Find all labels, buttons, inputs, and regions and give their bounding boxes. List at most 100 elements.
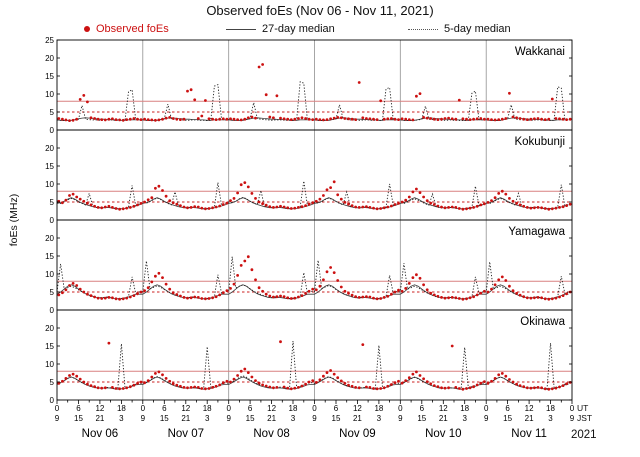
x-tick-label-jst: 9 (226, 414, 231, 423)
x-tick-label-ut: 12 (439, 404, 448, 413)
y-tick-label: 5 (50, 108, 55, 117)
median5-line (56, 340, 569, 390)
ut-axis-label: UT (577, 403, 589, 413)
observed-series (57, 180, 572, 211)
x-tick-label-ut: 12 (353, 404, 362, 413)
y-tick-label: 5 (50, 288, 55, 297)
legend-label-5day-median: 5-day median (444, 23, 511, 35)
x-tick-label-jst: 21 (525, 414, 534, 423)
x-tick-label-jst: 3 (205, 414, 210, 423)
legend-label-observed: Observed foEs (96, 23, 169, 35)
x-tick-label-jst: 3 (377, 414, 382, 423)
median5-line (56, 256, 569, 300)
x-tick-label-jst: 21 (353, 414, 362, 423)
y-tick-label: 10 (45, 90, 54, 99)
day-label: Nov 07 (168, 428, 204, 440)
x-tick-label-ut: 0 (55, 404, 60, 413)
y-tick-label: 0 (50, 216, 55, 225)
x-tick-label-jst: 9 (484, 414, 489, 423)
jst-axis-label: JST (577, 413, 593, 423)
legend-item-27day-median: 27-day median (226, 23, 335, 35)
x-tick-label-ut: 18 (546, 404, 555, 413)
y-tick-label: 15 (45, 162, 54, 171)
x-tick-label-jst: 15 (332, 414, 341, 423)
x-tick-label-ut: 12 (267, 404, 276, 413)
x-tick-label-ut: 18 (289, 404, 298, 413)
legend-item-5day-median: 5-day median (408, 23, 511, 35)
x-tick-label-jst: 3 (119, 414, 124, 423)
x-tick-label-jst: 15 (74, 414, 83, 423)
panel-label: Kokubunji (514, 136, 565, 148)
x-tick-label-jst: 3 (548, 414, 553, 423)
x-tick-label-jst: 9 (570, 414, 575, 423)
x-tick-label-jst: 15 (503, 414, 512, 423)
legend-item-observed: Observed foEs (84, 23, 169, 35)
x-tick-label-ut: 0 (226, 404, 231, 413)
x-tick-label-jst: 15 (246, 414, 255, 423)
observed-series (57, 340, 572, 391)
x-tick-label-ut: 18 (117, 404, 126, 413)
x-tick-label-ut: 6 (334, 404, 339, 413)
x-tick-label-jst: 21 (439, 414, 448, 423)
x-axis: 0961512211830961512211830961512211830961… (55, 400, 575, 440)
panel-yamagawa: 0 5 10 15 20 Yamagawa (45, 219, 573, 315)
chart-title: Observed foEs (Nov 06 - Nov 11, 2021) (206, 3, 434, 18)
y-tick-label: 0 (50, 396, 55, 405)
x-tick-label-ut: 12 (95, 404, 104, 413)
panel-label: Okinawa (520, 316, 565, 328)
panel-okinawa: 0 5 10 15 20 Okinawa (45, 309, 573, 405)
x-tick-label-ut: 18 (374, 404, 383, 413)
y-tick-label: 15 (45, 72, 54, 81)
x-tick-label-jst: 9 (398, 414, 403, 423)
x-tick-label-jst: 15 (417, 414, 426, 423)
y-tick-label: 25 (45, 36, 54, 45)
day-label: Nov 08 (253, 428, 289, 440)
x-tick-label-jst: 3 (291, 414, 296, 423)
dotted-line-swatch (408, 28, 438, 30)
y-tick-label: 0 (50, 126, 55, 135)
x-tick-label-ut: 0 (484, 404, 489, 413)
x-tick-label-ut: 18 (460, 404, 469, 413)
x-tick-label-jst: 21 (267, 414, 276, 423)
x-tick-label-ut: 0 (398, 404, 403, 413)
x-tick-label-ut: 6 (162, 404, 167, 413)
x-tick-label-jst: 9 (55, 414, 60, 423)
panel-kokubunji: 0 5 10 15 20 Kokubunji (45, 129, 573, 225)
day-label: Nov 09 (339, 428, 375, 440)
y-tick-label: 10 (45, 270, 54, 279)
x-tick-label-ut: 0 (141, 404, 146, 413)
panel-label: Wakkanai (515, 46, 565, 58)
x-tick-label-ut: 6 (420, 404, 425, 413)
y-tick-label: 20 (45, 144, 54, 153)
median27-line (56, 376, 569, 390)
legend: Observed foEs 27-day median 5-day median (0, 23, 640, 39)
day-label: Nov 06 (82, 428, 118, 440)
panel-wakkanai: 0 5 10 15 20 25 Wakkanai (45, 36, 573, 135)
year-label: 2021 (571, 429, 597, 441)
panel-label: Yamagawa (508, 226, 565, 238)
x-tick-label-jst: 9 (141, 414, 146, 423)
x-tick-label-jst: 9 (312, 414, 317, 423)
day-label: Nov 11 (511, 428, 547, 440)
x-tick-label-jst: 21 (95, 414, 104, 423)
x-tick-label-jst: 21 (181, 414, 190, 423)
x-tick-label-ut: 18 (203, 404, 212, 413)
legend-label-27day-median: 27-day median (262, 23, 335, 35)
y-tick-label: 20 (45, 234, 54, 243)
x-tick-label-jst: 3 (462, 414, 467, 423)
x-tick-label-ut: 6 (505, 404, 510, 413)
y-tick-label: 5 (50, 378, 55, 387)
y-tick-label: 10 (45, 360, 54, 369)
y-tick-label: 20 (45, 54, 54, 63)
observed-series (57, 63, 572, 122)
y-tick-label: 0 (50, 306, 55, 315)
x-tick-label-ut: 6 (248, 404, 253, 413)
x-tick-label-ut: 12 (181, 404, 190, 413)
x-tick-label-ut: 12 (525, 404, 534, 413)
x-tick-label-ut: 0 (570, 404, 575, 413)
y-tick-label: 20 (45, 324, 54, 333)
y-tick-label: 15 (45, 342, 54, 351)
x-tick-label-ut: 0 (312, 404, 317, 413)
